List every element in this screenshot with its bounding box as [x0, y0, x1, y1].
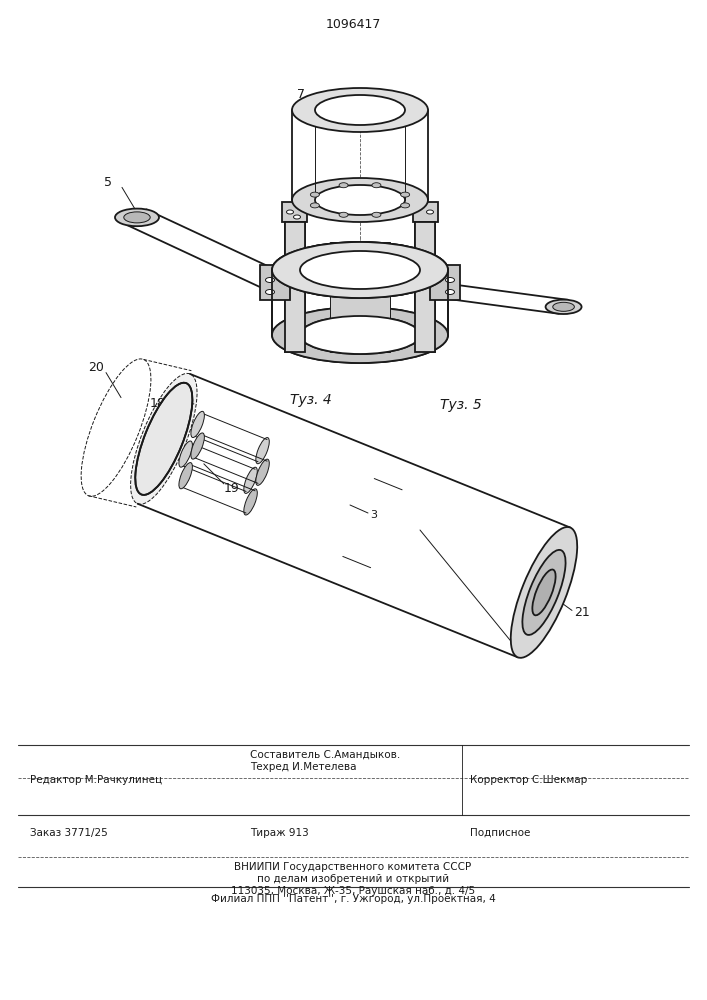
Ellipse shape	[115, 209, 159, 226]
Text: 20: 20	[88, 361, 104, 374]
Ellipse shape	[300, 251, 420, 289]
Ellipse shape	[272, 242, 448, 298]
Text: 18: 18	[150, 397, 166, 410]
Text: 1096417: 1096417	[325, 17, 380, 30]
Text: 21: 21	[574, 606, 590, 619]
Ellipse shape	[300, 251, 420, 289]
Text: ВНИИПИ Государственного комитета СССР: ВНИИПИ Государственного комитета СССР	[235, 862, 472, 872]
Ellipse shape	[339, 212, 348, 217]
Ellipse shape	[553, 302, 574, 311]
Polygon shape	[285, 222, 305, 352]
Ellipse shape	[300, 316, 420, 354]
Ellipse shape	[286, 210, 293, 214]
Ellipse shape	[372, 212, 381, 217]
Ellipse shape	[244, 467, 257, 493]
Ellipse shape	[179, 441, 192, 467]
Ellipse shape	[272, 242, 448, 298]
Ellipse shape	[256, 459, 269, 485]
Polygon shape	[413, 202, 438, 222]
Ellipse shape	[131, 373, 197, 504]
Ellipse shape	[272, 307, 448, 363]
Text: 3: 3	[370, 510, 377, 520]
Text: 5: 5	[104, 176, 112, 189]
Text: Заказ 3771/25: Заказ 3771/25	[30, 828, 107, 838]
Text: Τуз. 5: Τуз. 5	[440, 398, 481, 412]
Text: 19: 19	[224, 482, 240, 495]
Polygon shape	[415, 222, 435, 352]
Ellipse shape	[179, 463, 192, 489]
Text: по делам изобретений и открытий: по делам изобретений и открытий	[257, 874, 449, 884]
Ellipse shape	[401, 203, 409, 208]
Ellipse shape	[292, 178, 428, 222]
Polygon shape	[285, 222, 305, 352]
Text: 113035, Москва, Ж-35, Раушская наб., д. 4/5: 113035, Москва, Ж-35, Раушская наб., д. …	[231, 886, 475, 896]
Text: 7: 7	[297, 89, 305, 102]
Ellipse shape	[300, 316, 420, 354]
Ellipse shape	[244, 489, 257, 515]
Ellipse shape	[445, 290, 455, 294]
Ellipse shape	[266, 277, 274, 282]
Text: Филиал ППП ''Патент'', г. Ужгород, ул.Проектная, 4: Филиал ППП ''Патент'', г. Ужгород, ул.Пр…	[211, 894, 496, 904]
Ellipse shape	[272, 242, 448, 298]
Ellipse shape	[445, 277, 455, 282]
Text: Составитель С.Амандыков.: Составитель С.Амандыков.	[250, 750, 400, 760]
Ellipse shape	[532, 570, 556, 615]
Ellipse shape	[292, 88, 428, 132]
Ellipse shape	[300, 251, 420, 289]
Text: Редактор М.Рачкулинец: Редактор М.Рачкулинец	[30, 775, 162, 785]
Polygon shape	[430, 265, 460, 300]
Text: Подписное: Подписное	[470, 828, 530, 838]
Text: Корректор С.Шекмар: Корректор С.Шекмар	[470, 775, 588, 785]
Ellipse shape	[310, 203, 320, 208]
Ellipse shape	[339, 183, 348, 188]
Ellipse shape	[256, 438, 269, 464]
Ellipse shape	[315, 95, 405, 125]
Text: Тираж 913: Тираж 913	[250, 828, 309, 838]
Ellipse shape	[310, 192, 320, 197]
Ellipse shape	[510, 527, 577, 658]
Ellipse shape	[124, 212, 150, 223]
Ellipse shape	[315, 185, 405, 215]
Ellipse shape	[426, 210, 433, 214]
Ellipse shape	[266, 290, 274, 294]
Ellipse shape	[293, 215, 300, 219]
Polygon shape	[282, 202, 307, 222]
Polygon shape	[260, 265, 290, 300]
Text: 17: 17	[514, 646, 530, 659]
Ellipse shape	[191, 433, 204, 459]
Ellipse shape	[272, 307, 448, 363]
Polygon shape	[415, 222, 435, 352]
Ellipse shape	[546, 300, 582, 314]
Text: Τуз. 4: Τуз. 4	[290, 393, 332, 407]
Ellipse shape	[522, 550, 566, 635]
Ellipse shape	[372, 183, 381, 188]
Polygon shape	[330, 242, 390, 352]
Ellipse shape	[401, 192, 409, 197]
Text: Техред И.Метелева: Техред И.Метелева	[250, 762, 356, 772]
Ellipse shape	[135, 383, 192, 495]
Ellipse shape	[191, 411, 204, 438]
